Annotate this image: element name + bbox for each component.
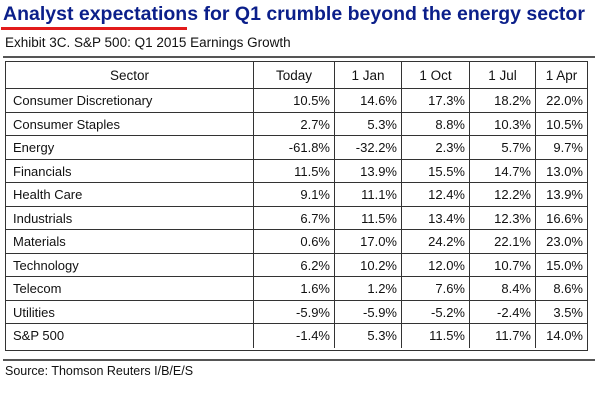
table-row: Consumer Staples 2.7% 5.3% 8.8% 10.3% 10.5%: [6, 111, 587, 136]
headline: Analyst expectations for Q1 crumble beyo…: [3, 3, 585, 25]
column-header-1-oct: 1 Oct: [402, 62, 470, 88]
growth-value-cell: 11.1%: [335, 183, 402, 207]
growth-value-cell: 13.4%: [402, 206, 470, 230]
headline-underline: [1, 27, 187, 30]
exhibit-divider: [3, 56, 595, 58]
sector-name-cell: Consumer Staples: [6, 112, 254, 136]
growth-value-cell: 12.0%: [402, 253, 470, 277]
growth-value-cell: 11.7%: [470, 324, 536, 348]
growth-value-cell: 14.7%: [470, 159, 536, 183]
sector-name-cell: Health Care: [6, 183, 254, 207]
growth-value-cell: 11.5%: [254, 159, 335, 183]
table-header-row: Sector Today 1 Jan 1 Oct 1 Jul 1 Apr: [6, 62, 587, 88]
growth-value-cell: 11.5%: [402, 324, 470, 348]
growth-value-cell: 23.0%: [546, 234, 583, 250]
growth-value-cell: 13.9%: [335, 159, 402, 183]
sector-name-cell: Materials: [6, 230, 254, 254]
source-note: Source: Thomson Reuters I/B/E/S: [5, 364, 194, 378]
growth-value-cell: 11.5%: [335, 206, 402, 230]
growth-value-cell: -5.2%: [402, 300, 470, 324]
column-header-sector: Sector: [6, 62, 254, 88]
growth-value-cell: 1.6%: [254, 277, 335, 301]
growth-value-cell: 12.2%: [470, 183, 536, 207]
sector-name-cell: Utilities: [6, 300, 254, 324]
growth-value-cell: 22.0%: [546, 93, 583, 109]
growth-value-cell: 5.3%: [335, 324, 402, 348]
growth-value-cell: 10.3%: [470, 112, 536, 136]
growth-value-cell: -1.4%: [254, 324, 335, 348]
table-row: Financials 11.5% 13.9% 15.5% 14.7% 13.0%: [6, 158, 587, 183]
growth-value-cell: 17.0%: [335, 230, 402, 254]
table-row: Energy -61.8% -32.2% 2.3% 5.7% 9.7%: [6, 135, 587, 160]
growth-value-cell: 2.7%: [254, 112, 335, 136]
column-header-1-apr: 1 Apr: [545, 67, 578, 83]
growth-value-cell: 12.4%: [402, 183, 470, 207]
growth-value-cell: 22.1%: [470, 230, 536, 254]
growth-value-cell: 14.6%: [335, 89, 402, 113]
sector-name-cell: Industrials: [6, 206, 254, 230]
table-row: Telecom 1.6% 1.2% 7.6% 8.4% 8.6%: [6, 276, 587, 301]
column-header-1-jan: 1 Jan: [335, 62, 402, 88]
growth-value-cell: 17.3%: [402, 89, 470, 113]
table-row: Materials 0.6% 17.0% 24.2% 22.1% 23.0%: [6, 229, 587, 254]
sector-name-cell: S&P 500: [6, 324, 254, 348]
exhibit-title: Exhibit 3C. S&P 500: Q1 2015 Earnings Gr…: [5, 35, 291, 50]
growth-value-cell: 7.6%: [402, 277, 470, 301]
growth-value-cell: 2.3%: [402, 136, 470, 160]
growth-value-cell: -32.2%: [335, 136, 402, 160]
growth-value-cell: 12.3%: [470, 206, 536, 230]
sector-name-cell: Energy: [6, 136, 254, 160]
growth-value-cell: -61.8%: [254, 136, 335, 160]
table-row: Utilities -5.9% -5.9% -5.2% -2.4% 3.5%: [6, 299, 587, 324]
growth-value-cell: 16.6%: [546, 210, 583, 226]
growth-value-cell: 15.0%: [546, 257, 583, 273]
growth-value-cell: 6.7%: [254, 206, 335, 230]
sector-name-cell: Consumer Discretionary: [6, 89, 254, 113]
growth-value-cell: -5.9%: [254, 300, 335, 324]
growth-value-cell: 3.5%: [553, 304, 583, 320]
table-row: Health Care 9.1% 11.1% 12.4% 12.2% 13.9%: [6, 182, 587, 207]
growth-value-cell: 1.2%: [335, 277, 402, 301]
column-header-today: Today: [254, 62, 335, 88]
growth-value-cell: 8.6%: [553, 281, 583, 297]
growth-value-cell: 18.2%: [470, 89, 536, 113]
source-divider: [3, 359, 595, 361]
growth-value-cell: 5.7%: [470, 136, 536, 160]
growth-value-cell: 0.6%: [254, 230, 335, 254]
growth-value-cell: 13.9%: [546, 187, 583, 203]
table-row: S&P 500 -1.4% 5.3% 11.5% 11.7% 14.0%: [6, 323, 587, 348]
growth-value-cell: 5.3%: [335, 112, 402, 136]
growth-value-cell: 13.0%: [546, 163, 583, 179]
growth-value-cell: 8.8%: [402, 112, 470, 136]
growth-value-cell: 14.0%: [546, 328, 583, 344]
growth-value-cell: 10.5%: [254, 89, 335, 113]
growth-value-cell: -2.4%: [470, 300, 536, 324]
growth-value-cell: 24.2%: [402, 230, 470, 254]
earnings-growth-table: Sector Today 1 Jan 1 Oct 1 Jul 1 Apr Consumer …: [5, 61, 588, 351]
sector-name-cell: Technology: [6, 253, 254, 277]
growth-value-cell: 10.7%: [470, 253, 536, 277]
table-row: Industrials 6.7% 11.5% 13.4% 12.3% 16.6%: [6, 205, 587, 230]
growth-value-cell: 6.2%: [254, 253, 335, 277]
sector-name-cell: Telecom: [6, 277, 254, 301]
growth-value-cell: -5.9%: [335, 300, 402, 324]
growth-value-cell: 9.1%: [254, 183, 335, 207]
table-row: Technology 6.2% 10.2% 12.0% 10.7% 15.0%: [6, 252, 587, 277]
growth-value-cell: 8.4%: [470, 277, 536, 301]
growth-value-cell: 10.2%: [335, 253, 402, 277]
growth-value-cell: 15.5%: [402, 159, 470, 183]
growth-value-cell: 10.5%: [546, 116, 583, 132]
table-row: Consumer Discretionary 10.5% 14.6% 17.3% 18.…: [6, 88, 587, 113]
column-header-1-jul: 1 Jul: [470, 62, 536, 88]
growth-value-cell: 9.7%: [553, 140, 583, 156]
sector-name-cell: Financials: [6, 159, 254, 183]
